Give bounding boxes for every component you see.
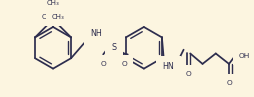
Text: O: O: [227, 80, 233, 86]
Text: NH: NH: [91, 29, 102, 38]
Text: S: S: [111, 43, 116, 52]
Text: O: O: [121, 61, 127, 67]
Text: CH₃: CH₃: [41, 14, 54, 20]
Text: HN: HN: [163, 62, 174, 71]
Text: CH₃: CH₃: [47, 0, 59, 6]
Text: OH: OH: [239, 53, 250, 59]
Text: O: O: [185, 71, 191, 77]
Text: O: O: [100, 61, 106, 67]
Text: CH₃: CH₃: [52, 14, 65, 20]
